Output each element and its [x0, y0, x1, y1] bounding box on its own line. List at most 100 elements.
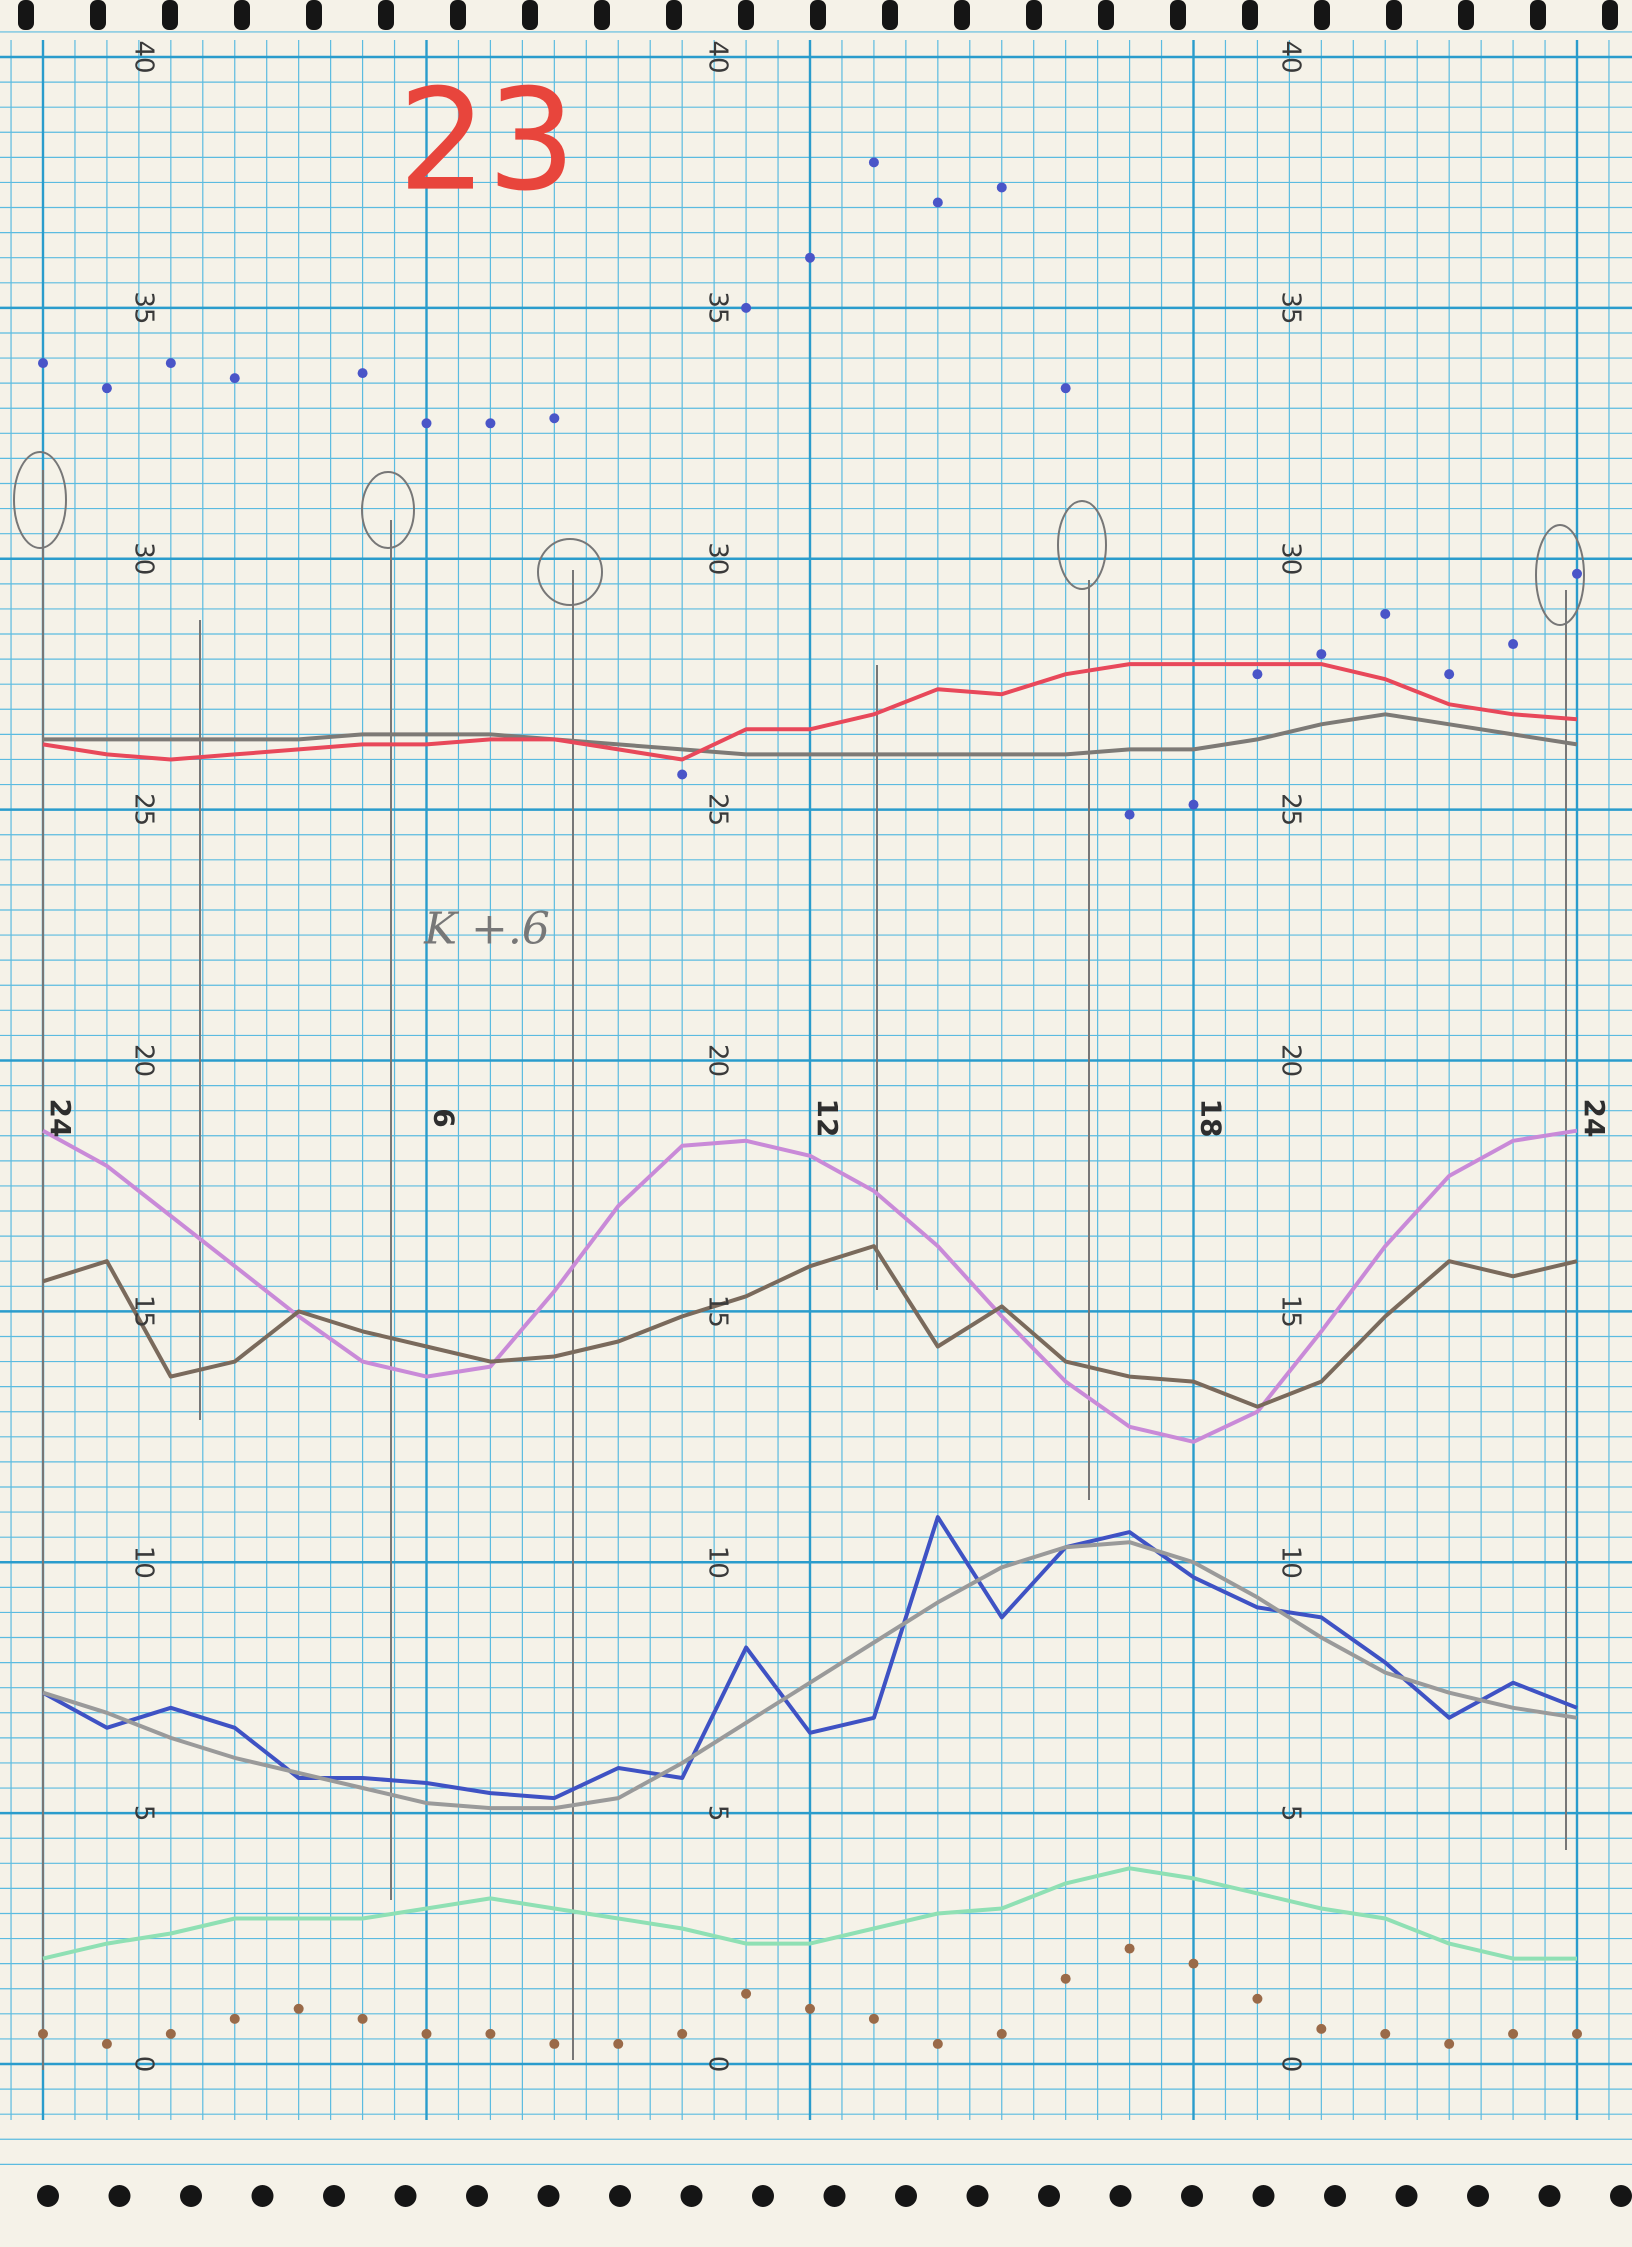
y-tick-label: 20 — [129, 1044, 159, 1077]
y-tick-label: 0 — [1276, 2056, 1306, 2073]
binding-hole — [234, 0, 250, 30]
data-point — [932, 2038, 943, 2049]
trace-line — [42, 1128, 1578, 1444]
data-point — [1572, 568, 1582, 579]
binding-holes — [18, 0, 1632, 2207]
y-tick-label: 15 — [129, 1295, 159, 1328]
pencil-circle — [361, 471, 415, 549]
y-tick-label: 25 — [703, 793, 733, 826]
labels: 0 5 10 15 20 25 30 35 40 0 5 10 15 20 25 30 35 40 0 5 10 15 20… — [44, 40, 1611, 2072]
data-point — [38, 358, 48, 369]
trace-line — [42, 1515, 1578, 1801]
pencil-marks — [13, 451, 1585, 2070]
data-point — [229, 373, 240, 384]
data-point — [1316, 2023, 1327, 2034]
y-tick-label: 25 — [129, 793, 159, 826]
y-tick-label: 35 — [129, 291, 159, 324]
data-point — [229, 2013, 240, 2024]
punch-hole — [251, 2185, 274, 2207]
data-point — [1124, 1943, 1135, 1954]
punch-hole — [823, 2185, 846, 2207]
punch-hole — [1252, 2185, 1275, 2207]
binding-hole — [450, 0, 466, 30]
data-point — [805, 252, 815, 263]
data-point — [1380, 608, 1391, 619]
data-point — [1188, 799, 1199, 810]
binding-hole — [1026, 0, 1042, 30]
binding-hole — [954, 0, 970, 30]
punch-hole — [609, 2185, 631, 2207]
binding-hole — [882, 0, 898, 30]
punch-hole — [323, 2185, 345, 2207]
x-tick-label: 24 — [44, 1099, 77, 1138]
punch-hole — [1395, 2185, 1418, 2207]
y-tick-label: 0 — [703, 2056, 733, 2073]
punch-hole — [180, 2185, 202, 2207]
y-tick-label: 5 — [703, 1805, 733, 1822]
data-point — [549, 413, 560, 424]
y-tick-label: 0 — [129, 2056, 159, 2073]
binding-hole — [738, 0, 754, 30]
y-tick-label: 40 — [129, 40, 159, 73]
data-point — [1060, 1973, 1071, 1984]
pencil-circle — [13, 451, 67, 549]
y-tick-label: 10 — [703, 1546, 733, 1579]
y-tick-label: 25 — [1276, 793, 1306, 826]
punch-hole — [966, 2185, 989, 2207]
data-point — [165, 2028, 176, 2039]
punch-hole — [108, 2185, 131, 2207]
data-point — [932, 197, 943, 208]
y-tick-label: 15 — [1276, 1295, 1306, 1328]
data-point — [996, 2028, 1007, 2039]
punch-hole — [1324, 2185, 1346, 2207]
pencil-circle — [1535, 524, 1585, 626]
trace-line — [43, 712, 1578, 757]
data-point — [741, 302, 752, 313]
trace-line — [42, 662, 1578, 762]
y-tick-label: 20 — [1276, 1044, 1306, 1077]
data-point — [805, 2003, 815, 2014]
data-point — [1316, 649, 1327, 660]
binding-hole — [1602, 0, 1618, 30]
binding-hole — [18, 0, 34, 30]
data-point — [613, 2038, 624, 2049]
data-point — [165, 358, 176, 369]
data-point — [868, 157, 879, 168]
y-tick-label: 35 — [1276, 291, 1306, 324]
data-point — [1252, 669, 1263, 680]
data-point — [101, 383, 112, 394]
data-point — [101, 2038, 112, 2049]
data-point — [485, 2028, 496, 2039]
y-tick-label: 15 — [703, 1295, 733, 1328]
x-tick-label: 6 — [428, 1108, 461, 1127]
trace-line — [42, 1540, 1578, 1811]
data-point — [677, 2028, 688, 2039]
y-tick-label: 35 — [703, 291, 733, 324]
data-point — [1188, 1958, 1199, 1969]
binding-hole — [1170, 0, 1186, 30]
binding-hole — [522, 0, 538, 30]
binding-hole — [1530, 0, 1546, 30]
y-tick-label: 30 — [703, 542, 733, 575]
data-point — [293, 2003, 304, 2014]
punch-hole — [895, 2185, 917, 2207]
traces — [38, 157, 1582, 2049]
punch-hole — [466, 2185, 488, 2207]
data-point — [485, 418, 496, 429]
punch-hole — [1467, 2185, 1489, 2207]
page-number: 23 — [398, 60, 576, 223]
y-tick-label: 10 — [129, 1546, 159, 1579]
data-point — [1508, 639, 1519, 650]
punch-hole — [1538, 2185, 1561, 2207]
major-grid — [0, 40, 1632, 2120]
punch-hole — [752, 2185, 774, 2207]
data-point — [38, 2028, 48, 2039]
binding-hole — [162, 0, 178, 30]
pencil-circle — [537, 538, 603, 606]
data-point — [421, 418, 432, 429]
x-tick-label: 24 — [1578, 1099, 1611, 1138]
punch-hole — [1610, 2185, 1632, 2207]
x-tick-label: 18 — [1195, 1099, 1228, 1138]
